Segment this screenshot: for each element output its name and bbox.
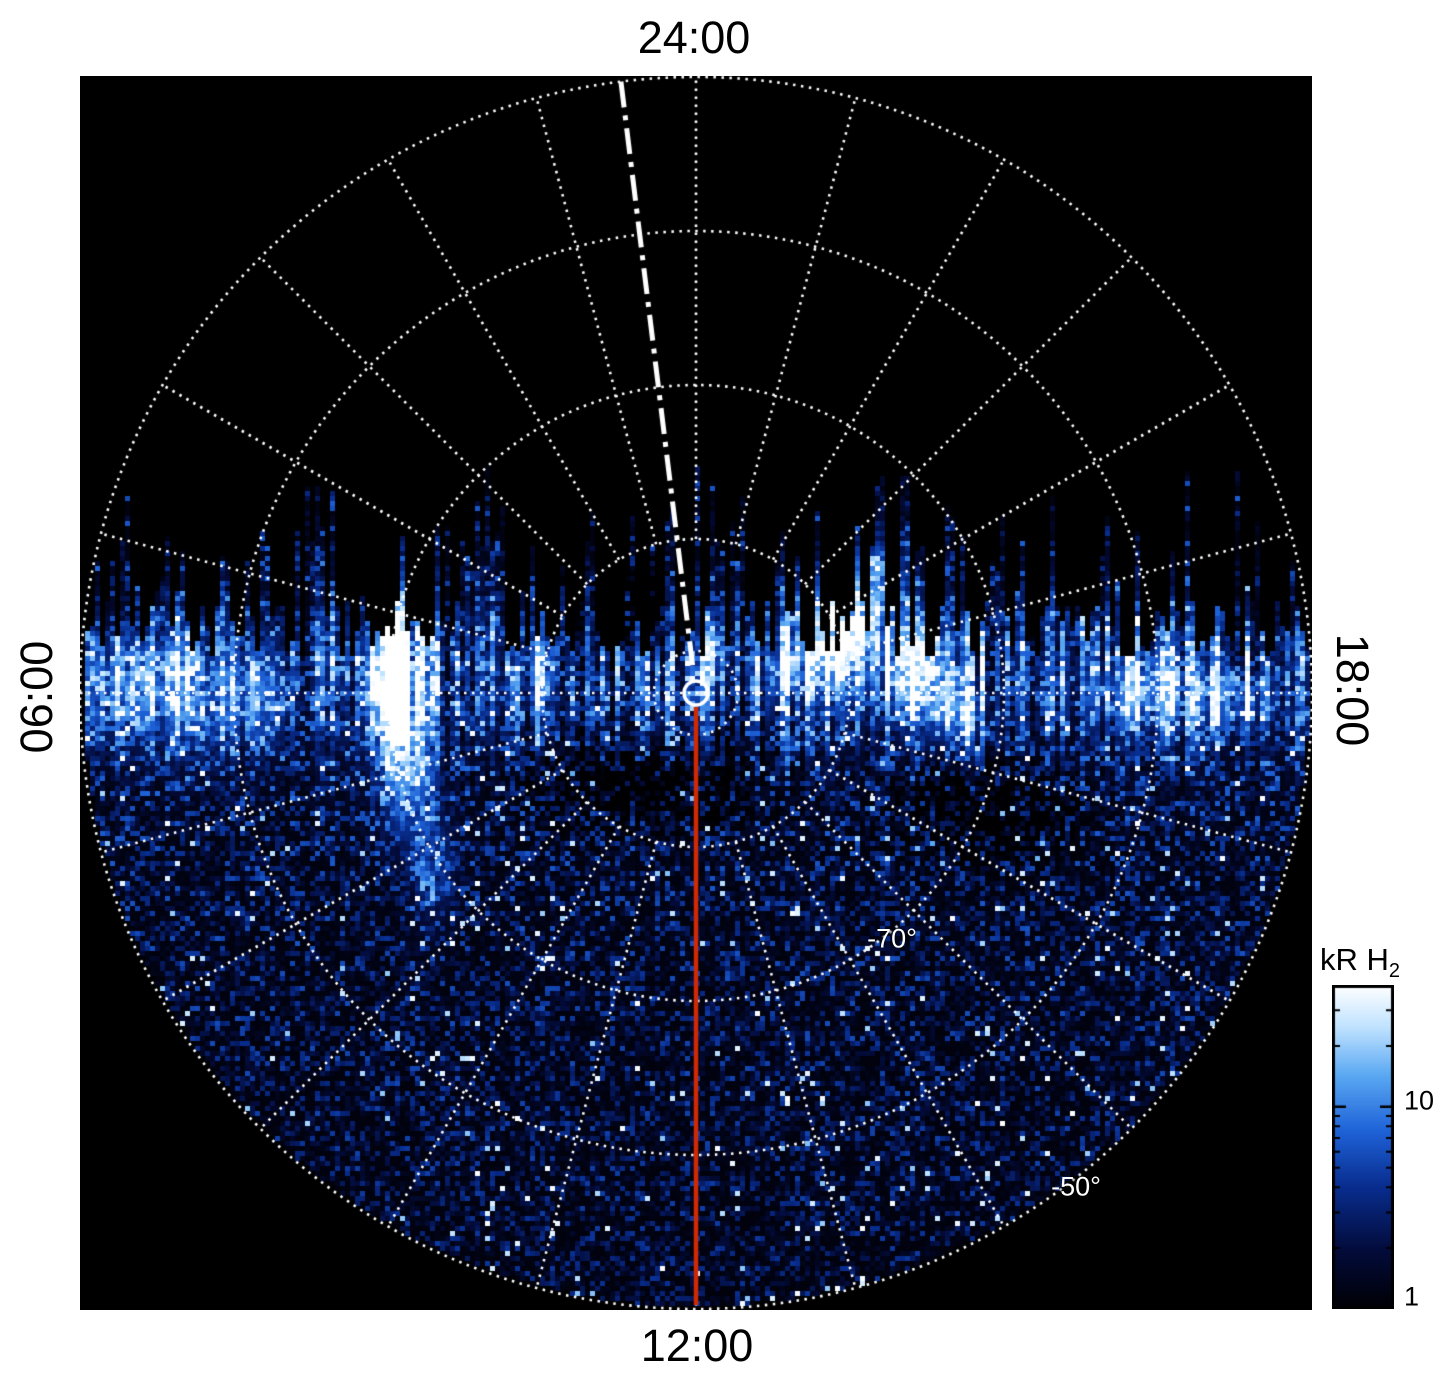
colorbar xyxy=(1332,985,1394,1309)
local-time-label-0600: 06:00 xyxy=(11,640,62,754)
local-time-label-1800: 18:00 xyxy=(1327,633,1378,747)
local-time-label-1200: 12:00 xyxy=(640,1320,754,1371)
colorbar-tick-label-10: 10 xyxy=(1404,1085,1435,1116)
latitude-label-50: -50° xyxy=(1051,1171,1101,1202)
colorbar-title: kR H2 xyxy=(1320,942,1401,983)
colorbar-tick-label-1: 1 xyxy=(1404,1281,1420,1312)
polar-emission-map xyxy=(80,76,1312,1310)
latitude-label-70: -70° xyxy=(867,923,917,954)
local-time-label-2400: 24:00 xyxy=(637,12,751,63)
